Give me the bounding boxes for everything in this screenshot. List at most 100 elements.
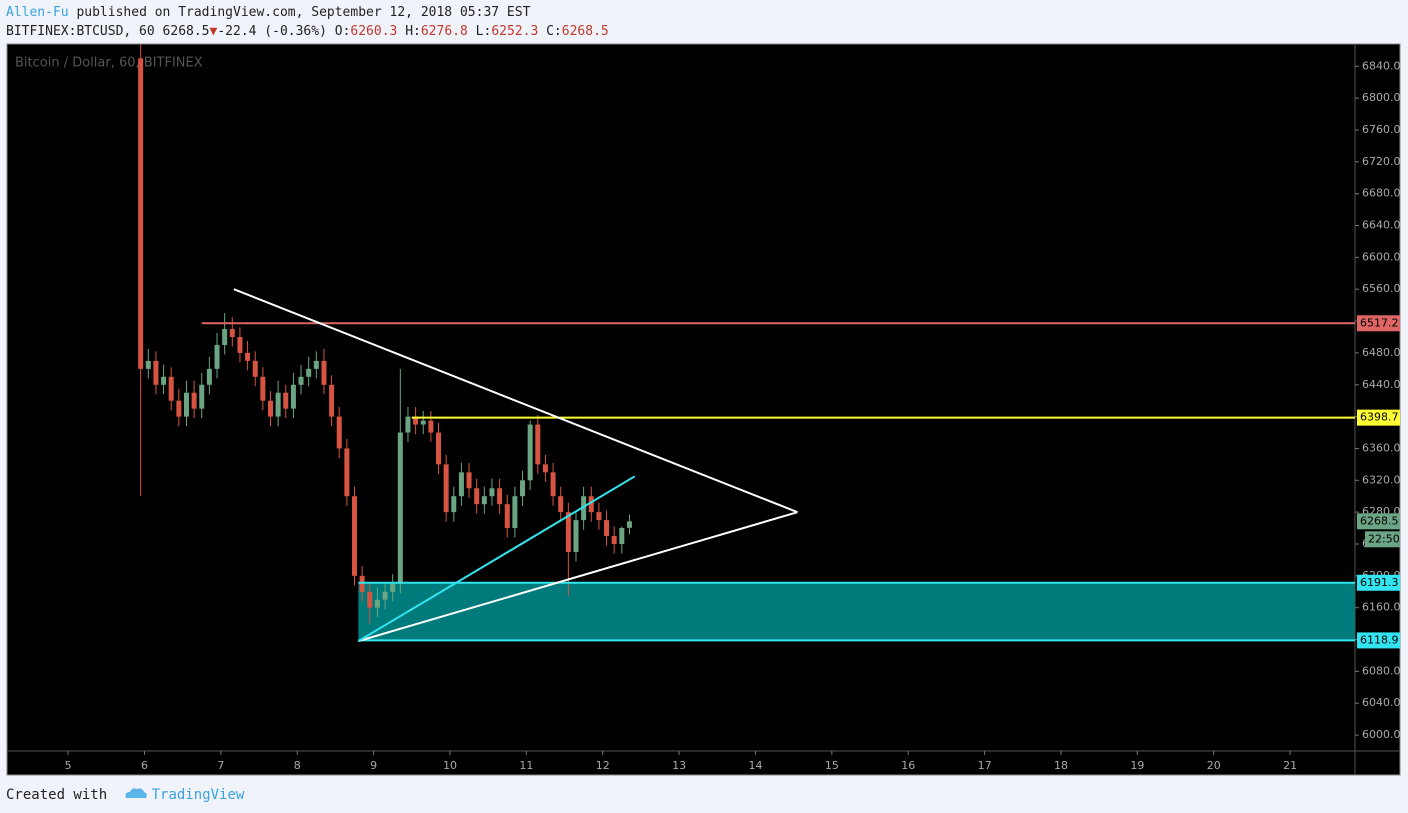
author: Allen-Fu (6, 5, 69, 20)
candle-body (420, 420, 426, 425)
candle-body (321, 360, 327, 385)
candle-body (336, 416, 342, 449)
ohlc-label: L: (475, 24, 492, 39)
candle-body (436, 432, 442, 465)
countdown-label: 22:50 (1368, 532, 1400, 545)
candle-body (176, 400, 182, 417)
candle-body (581, 496, 587, 521)
y-tick-label: 6360.0 (1362, 441, 1401, 454)
candle-body (558, 496, 564, 513)
candle-body (588, 496, 594, 513)
level-label-bg (1357, 574, 1400, 591)
trendline (233, 288, 798, 514)
candle-body (260, 376, 266, 401)
logo (125, 788, 147, 798)
y-tick-label: 6640.0 (1362, 219, 1401, 232)
symbol: BITFINEX:BTCUSD, 60 (6, 24, 155, 39)
y-tick-label: 6760.0 (1362, 123, 1401, 136)
x-tick-label: 5 (65, 759, 72, 772)
trendline (357, 475, 636, 642)
ohlc-label: O: (334, 24, 351, 39)
y-tick-label: 6480.0 (1362, 346, 1401, 359)
candle-body (168, 376, 174, 401)
candle-body (153, 360, 159, 385)
last-price-label: 6268.5 (1360, 514, 1399, 527)
candle-body (138, 58, 144, 369)
last: 6268.5 (162, 24, 210, 39)
candle-body (290, 384, 296, 409)
candle-body (275, 392, 281, 417)
candle-body (481, 496, 487, 505)
candle-body (359, 575, 365, 592)
candle-body (283, 392, 289, 409)
candle-body (443, 464, 449, 513)
y-tick-label: 6800.0 (1362, 91, 1401, 104)
x-tick-label: 7 (217, 759, 224, 772)
ohlc: O:6260.3 H:6276.8 L:6252.3 C:6268.5 (335, 24, 609, 39)
x-tick-label: 17 (978, 759, 992, 772)
x-tick-label: 9 (370, 759, 377, 772)
candle-body (199, 384, 205, 409)
y-tick-label: 6040.0 (1362, 696, 1401, 709)
candle-body (504, 504, 510, 529)
candle-body (520, 480, 526, 497)
candle-body (565, 512, 571, 552)
y-tick-label: 6320.0 (1362, 473, 1401, 486)
y-tick-label: 6840.0 (1362, 59, 1401, 72)
candle-body (222, 329, 228, 345)
y-tick-label: 6000.0 (1362, 728, 1401, 741)
candle-body (183, 392, 189, 417)
candle-body (206, 368, 212, 385)
level-label: 6118.9 (1360, 633, 1399, 646)
y-tick-label: 6720.0 (1362, 155, 1401, 168)
candle-body (191, 392, 197, 409)
trendline (358, 511, 798, 643)
y-tick-label: 6160.0 (1362, 601, 1401, 614)
candle-body (512, 496, 518, 529)
candle-body (245, 352, 251, 361)
brand: TradingView (151, 787, 245, 803)
candle-body (313, 360, 319, 369)
candle-body (619, 528, 625, 544)
header-line: Allen-Fu published on TradingView.com, S… (6, 5, 530, 20)
candle-body (550, 472, 556, 497)
x-tick-label: 16 (901, 759, 915, 772)
candle-body (626, 521, 632, 528)
x-tick-label: 21 (1283, 759, 1297, 772)
x-tick-label: 8 (294, 759, 301, 772)
ohlc-value: 6268.5 (561, 24, 609, 39)
countdown-bg (1365, 531, 1400, 548)
candle-body (573, 520, 579, 552)
x-tick-label: 19 (1130, 759, 1144, 772)
y-tick-label: 6080.0 (1362, 664, 1401, 677)
ohlc-value: 6276.8 (420, 24, 468, 39)
last-price-bg (1357, 513, 1400, 530)
candle-body (298, 376, 304, 385)
level-label: 6398.7 (1360, 411, 1399, 424)
level-label-bg (1357, 315, 1400, 332)
candle-body (145, 360, 151, 369)
level-label-bg (1357, 632, 1400, 649)
candle-body (428, 420, 434, 433)
x-tick-label: 6 (141, 759, 148, 772)
candle-body (535, 424, 541, 465)
chart-frame (6, 43, 1401, 776)
ohlc-label: H: (405, 24, 421, 39)
candle-body (413, 416, 419, 425)
candle-body (497, 488, 503, 505)
candle-body (451, 496, 457, 513)
y-tick-label: 6440.0 (1362, 378, 1401, 391)
candle-body (352, 496, 358, 576)
footer: Created with TradingView (6, 786, 244, 803)
candle-body (367, 591, 373, 608)
candle-body (474, 488, 480, 505)
candle-body (267, 400, 273, 417)
change: -22.4 (-0.36%) (217, 24, 327, 39)
candle-body (542, 464, 548, 473)
y-tick-label: 6560.0 (1362, 282, 1401, 295)
x-tick-label: 10 (443, 759, 457, 772)
y-tick-label: 6600.0 (1362, 250, 1401, 263)
candle-body (329, 384, 335, 417)
